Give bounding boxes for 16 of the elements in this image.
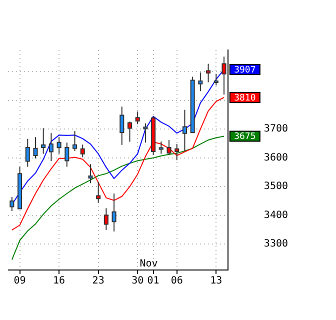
x-tick-label: 06 [170,276,183,287]
y-tick-label: 3300 [264,238,288,250]
y-tick-label: 3700 [264,124,288,135]
x-tick-label: 01 [147,276,160,287]
x-tick-label: 09 [14,276,26,287]
x-tick-label: 30 [132,276,144,287]
x-tick-label: 16 [53,276,66,287]
y-tick-label: 3500 [264,181,288,192]
y-tick-label: 3600 [264,152,288,164]
data-label: 3810 [234,93,256,104]
annotation: Nov [140,258,158,270]
data-label: 3675 [234,132,256,142]
data-label: 3907 [234,65,256,76]
x-tick-label: 23 [92,276,104,287]
y-tick-label: 3400 [264,210,288,221]
x-tick-label: 13 [210,276,222,287]
